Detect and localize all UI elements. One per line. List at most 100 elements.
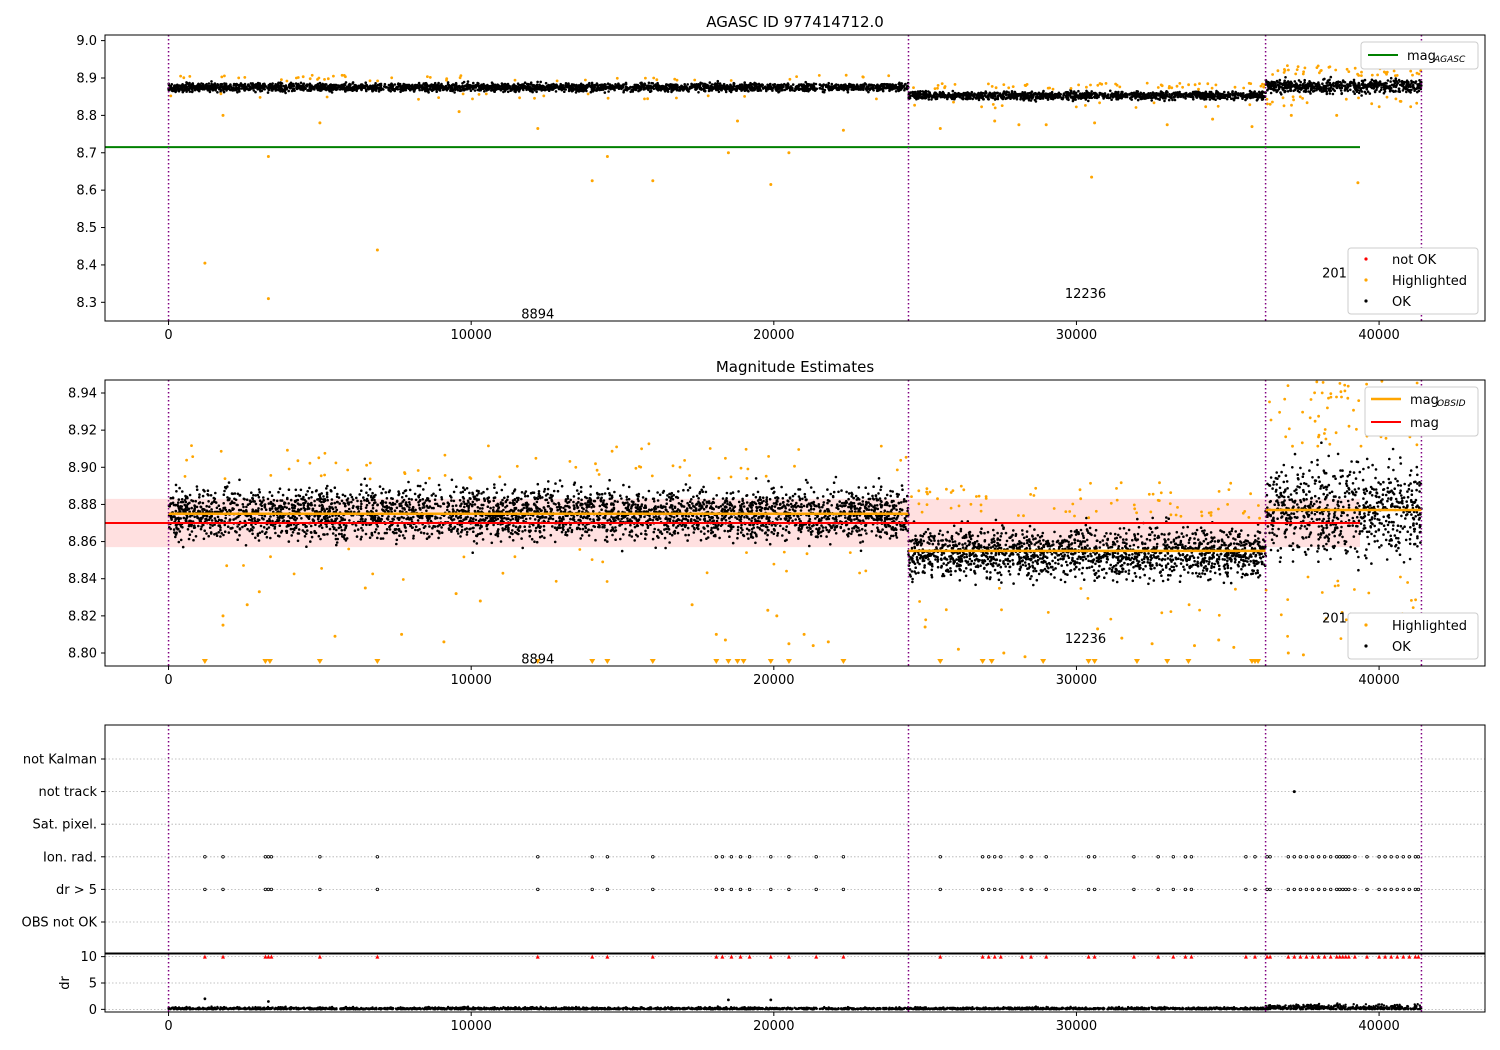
ok-point	[338, 88, 342, 91]
ok-point	[1256, 95, 1260, 98]
ok-point	[332, 87, 335, 90]
ok-point	[421, 86, 425, 90]
ok-point	[633, 539, 636, 542]
ok-point	[299, 81, 303, 85]
ok-point	[217, 86, 221, 89]
ok-point	[1397, 87, 1401, 91]
ok-point	[563, 90, 566, 93]
ok-point	[697, 91, 700, 94]
ok-point	[710, 89, 714, 92]
ok-point	[793, 89, 796, 92]
ok-point	[383, 82, 387, 86]
ok-point	[938, 91, 942, 94]
ok-point	[184, 85, 187, 88]
ok-point	[857, 87, 861, 91]
ok-point	[718, 84, 721, 88]
ok-point	[236, 88, 239, 91]
ok-point	[1057, 95, 1061, 98]
ok-point	[1078, 92, 1082, 95]
ok-point	[1071, 99, 1075, 103]
ok-point	[319, 88, 323, 91]
ok-point	[1174, 92, 1177, 95]
ok-point	[1086, 94, 1090, 97]
highlighted-point	[1046, 86, 1050, 90]
ok-point	[681, 89, 685, 92]
ok-point	[197, 82, 200, 86]
highlighted-point	[1115, 83, 1119, 87]
ok-point	[1340, 86, 1344, 90]
ok-point	[982, 92, 986, 95]
ok-point	[1297, 79, 1301, 82]
ok-point	[1030, 96, 1034, 99]
highlighted-point	[220, 75, 224, 79]
ok-point	[305, 83, 309, 86]
ok-point	[193, 87, 196, 90]
ok-point	[496, 83, 499, 87]
ok-point	[1223, 96, 1227, 100]
ok-point	[809, 84, 813, 88]
ok-point	[268, 82, 272, 86]
ok-point	[741, 85, 744, 89]
ok-point	[569, 84, 572, 88]
highlighted-point	[188, 75, 192, 78]
ok-point	[1382, 88, 1386, 91]
ok-point	[1015, 97, 1019, 101]
highlighted-point	[1328, 65, 1332, 69]
ok-point	[1241, 97, 1244, 100]
ok-point	[374, 89, 378, 92]
highlighted-point	[323, 78, 326, 81]
highlighted-point	[933, 87, 937, 90]
highlighted-point	[1334, 68, 1338, 72]
ok-point	[660, 87, 664, 91]
ok-point	[1030, 93, 1033, 96]
ok-point	[227, 86, 231, 89]
ok-point	[943, 96, 946, 99]
ok-point	[595, 83, 599, 87]
highlighted-point	[1178, 82, 1182, 85]
highlighted-point	[943, 85, 947, 88]
y-tick-label: 8.7	[76, 146, 97, 161]
highlighted-point	[1134, 106, 1138, 109]
ok-point	[435, 87, 439, 90]
ok-point	[1280, 93, 1283, 96]
ok-point	[1145, 96, 1149, 100]
highlighted-point	[936, 86, 939, 90]
ok-point	[1214, 92, 1218, 95]
ok-point	[1248, 89, 1252, 93]
highlighted-point	[477, 93, 481, 96]
ok-point	[1109, 95, 1113, 98]
ok-point	[1176, 95, 1179, 99]
highlighted-point	[615, 76, 619, 80]
ok-point	[1375, 88, 1378, 91]
y-tick-label: 8.3	[76, 296, 97, 311]
ok-point	[1176, 91, 1179, 94]
ok-point	[918, 91, 921, 95]
highlighted-point	[652, 76, 656, 80]
ok-point	[581, 86, 584, 89]
ok-point	[461, 82, 464, 85]
ok-point	[1354, 86, 1357, 90]
ok-point	[535, 85, 538, 89]
ok-point	[1409, 91, 1412, 94]
highlighted-point	[332, 74, 335, 78]
ok-point	[573, 84, 577, 87]
ok-point	[665, 83, 668, 86]
highlighted-point	[584, 78, 587, 82]
ok-point	[296, 539, 300, 543]
ok-point	[927, 90, 930, 93]
ok-point	[539, 80, 542, 84]
ok-point	[1178, 90, 1181, 94]
highlighted-point	[1145, 81, 1149, 85]
ok-point	[1384, 81, 1387, 85]
ok-point	[1388, 86, 1392, 89]
ok-point	[872, 86, 875, 90]
highlighted-point	[1002, 83, 1006, 86]
ok-point	[913, 90, 916, 94]
ok-point	[1124, 95, 1127, 99]
highlighted-point	[513, 78, 517, 82]
highlighted-point	[316, 78, 319, 81]
ok-point	[837, 85, 841, 88]
highlighted-point	[417, 97, 420, 101]
ok-point	[1026, 92, 1029, 95]
highlighted-point	[936, 84, 940, 87]
